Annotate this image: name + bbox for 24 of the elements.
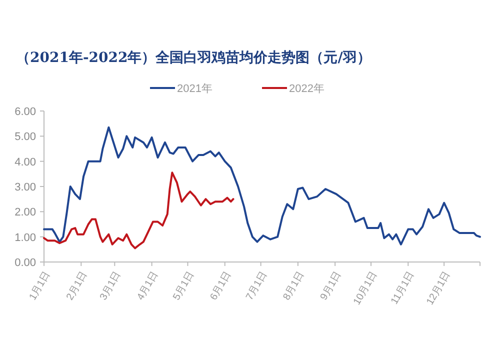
chart-title: （2021年-2022年）全国白羽鸡苗均价走势图（元/羽） [16, 50, 371, 66]
y-tick-label: 6.00 [14, 106, 36, 118]
y-tick-label: 1.00 [14, 232, 36, 244]
x-tick-label: 7月1日 [244, 270, 270, 302]
line-series [43, 126, 481, 246]
x-tick-label: 6月1日 [208, 270, 234, 302]
y-tick-label: 4.00 [14, 156, 36, 168]
legend-label: 2021年 [177, 83, 212, 95]
x-tick-label: 2月1日 [64, 270, 90, 302]
y-tick-label: 3.00 [14, 182, 36, 194]
y-tick-label: 0.00 [14, 257, 36, 269]
x-tick-label: 5月1日 [171, 270, 196, 302]
x-tick-label: 12月1日 [424, 270, 453, 308]
x-tick-label: 4月1日 [135, 270, 160, 302]
x-tick-label: 8月1日 [281, 270, 307, 302]
y-tick-label: 5.00 [14, 131, 36, 144]
x-tick-label: 3月1日 [98, 270, 124, 302]
y-tick-label: 2.00 [14, 206, 36, 219]
line-series [43, 172, 234, 250]
x-tick-label: 10月1日 [352, 270, 380, 308]
x-tick-label: 9月1日 [318, 270, 344, 302]
x-tick-label: 1月1日 [28, 270, 53, 302]
legend-label: 2022年 [289, 83, 324, 95]
x-tick-label: 11月1日 [389, 270, 417, 306]
